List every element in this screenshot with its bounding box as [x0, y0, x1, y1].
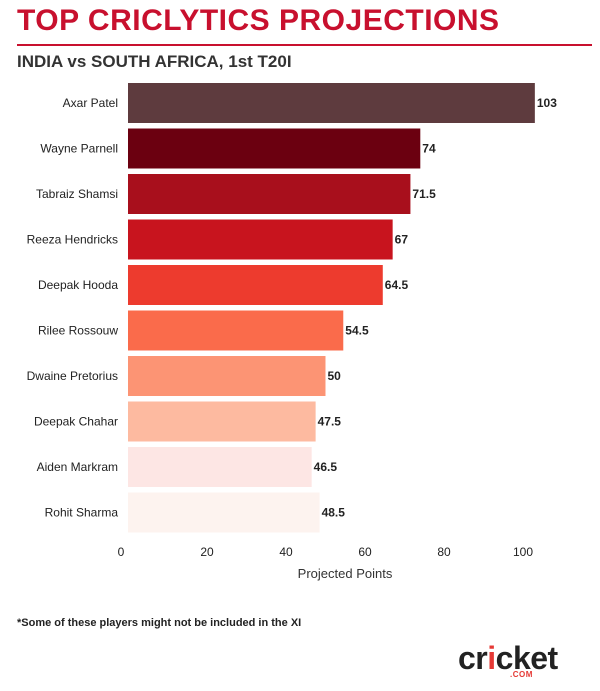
value-label: 67: [395, 233, 409, 247]
category-label: Tabraiz Shamsi: [36, 187, 118, 201]
value-label: 48.5: [322, 506, 346, 520]
category-label: Aiden Markram: [37, 460, 118, 474]
cricket-com-logo: cricket .COM: [458, 640, 578, 684]
title-divider: [17, 44, 592, 46]
x-tick-label: 20: [200, 545, 214, 559]
x-tick-labels-group: 0 20 40 60 80 100: [118, 545, 534, 559]
category-labels-group: Axar Patel Wayne Parnell Tabraiz Shamsi Ree…: [27, 96, 119, 520]
x-tick-label: 80: [437, 545, 451, 559]
value-labels-group: 103 74 71.5 67 64.5 54.5 50 47.5 46.5 48.5: [314, 96, 558, 520]
logo-text-1: cr: [458, 640, 488, 676]
category-label: Wayne Parnell: [40, 142, 118, 156]
footnote: *Some of these players might not be incl…: [17, 617, 302, 629]
category-label: Reeza Hendricks: [27, 233, 118, 247]
value-label: 46.5: [314, 460, 338, 474]
logo-wordmark: cricket: [458, 640, 558, 677]
chart-subtitle: INDIA vs SOUTH AFRICA, 1st T20I: [17, 52, 292, 71]
bar-tabraiz-shamsi: [128, 174, 411, 214]
category-label: Deepak Chahar: [34, 415, 118, 429]
bar-rohit-sharma: [128, 492, 320, 533]
category-label: Axar Patel: [63, 96, 118, 110]
x-tick-label: 100: [513, 545, 533, 559]
chart-title: TOP CRICLYTICS PROJECTIONS: [17, 4, 500, 37]
bar-axar-patel: [128, 83, 535, 123]
logo-text-accent: i: [487, 640, 496, 676]
bar-wayne-parnell: [128, 128, 421, 169]
category-label: Dwaine Pretorius: [27, 369, 118, 383]
bar-deepak-hooda: [128, 265, 383, 305]
bar-reeza-hendricks: [128, 219, 393, 260]
x-tick-label: 0: [118, 545, 125, 559]
logo-text-2: cket: [495, 640, 559, 676]
category-label: Deepak Hooda: [38, 278, 118, 292]
value-label: 103: [537, 96, 557, 110]
category-label: Rohit Sharma: [45, 506, 119, 520]
bar-chart: Axar Patel Wayne Parnell Tabraiz Shamsi Ree…: [27, 83, 558, 581]
value-label: 47.5: [318, 415, 342, 429]
x-tick-label: 40: [279, 545, 293, 559]
bar-aiden-markram: [128, 447, 312, 487]
value-label: 74: [422, 142, 436, 156]
value-label: 64.5: [385, 278, 409, 292]
value-label: 54.5: [345, 324, 369, 338]
bar-dwaine-pretorius: [128, 356, 326, 396]
value-label: 71.5: [412, 187, 436, 201]
logo-sub-text: .COM: [510, 670, 533, 679]
x-axis-title: Projected Points: [298, 566, 393, 581]
bars-group: [128, 83, 535, 533]
x-tick-label: 60: [358, 545, 372, 559]
bar-deepak-chahar: [128, 401, 316, 442]
value-label: 50: [328, 369, 342, 383]
bar-rilee-rossouw: [128, 310, 344, 351]
category-label: Rilee Rossouw: [38, 324, 118, 338]
